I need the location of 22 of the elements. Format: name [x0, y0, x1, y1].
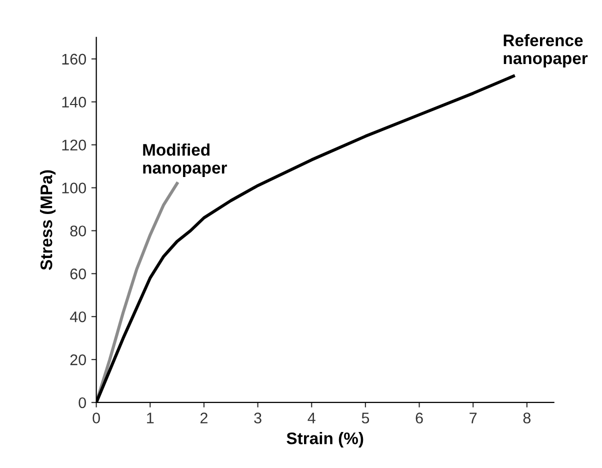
x-tick-label: 7 — [470, 412, 477, 424]
x-tick-label: 5 — [362, 412, 370, 424]
x-tick-label: 4 — [308, 412, 316, 424]
x-tick-label: 6 — [416, 412, 423, 424]
x-tick-label: 1 — [147, 412, 154, 424]
y-tick-label: 60 — [70, 268, 86, 280]
x-tick-label: 8 — [523, 412, 531, 424]
series-label: Reference nanopaper — [504, 34, 588, 68]
y-tick-label: 120 — [62, 140, 86, 150]
y-tick-label: 100 — [62, 182, 86, 194]
series-label: Modified nanopaper — [143, 144, 228, 178]
y-tick-label: 0 — [78, 397, 86, 408]
y-tick-label: 80 — [70, 226, 86, 236]
y-tick-label: 20 — [70, 354, 86, 366]
y-tick-label: 40 — [70, 311, 86, 322]
y-axis-title: Stress (MPa) — [40, 170, 56, 270]
x-tick-label: 3 — [254, 412, 262, 424]
y-tick-label: 140 — [62, 96, 86, 108]
x-tick-label: 2 — [200, 412, 208, 424]
x-tick-label: 0 — [92, 412, 100, 424]
y-tick-label: 160 — [62, 54, 86, 65]
x-axis-title: Strain (%) — [286, 432, 364, 448]
